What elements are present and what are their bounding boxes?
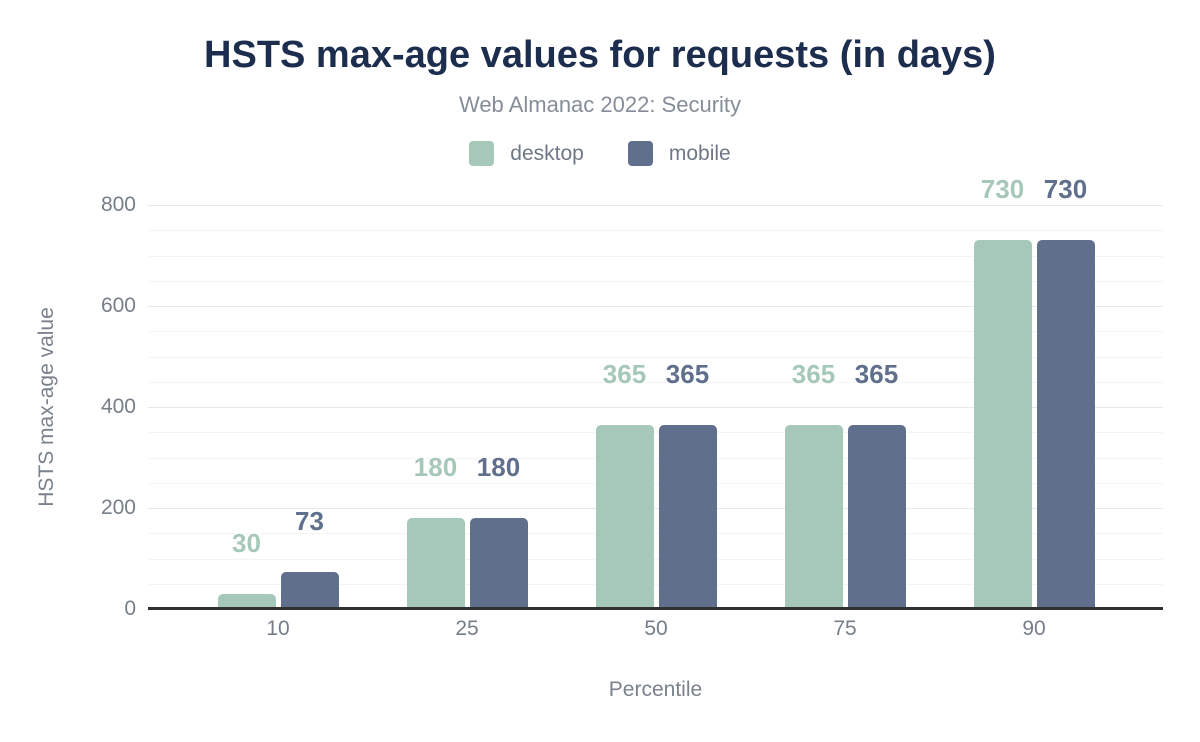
- value-label-desktop-p25: 180: [413, 452, 458, 483]
- value-label-mobile-p10: 73: [295, 506, 324, 537]
- x-axis-title: Percentile: [608, 678, 703, 701]
- minor-gridline: [148, 357, 1163, 358]
- legend-label-desktop: desktop: [510, 141, 584, 165]
- y-axis-tick-label: 0: [124, 597, 136, 620]
- y-axis-tick-label: 200: [100, 496, 136, 519]
- x-axis-tick-label: 25: [455, 617, 479, 640]
- bar-mobile-p25[interactable]: [469, 518, 528, 609]
- minor-gridline: [148, 382, 1163, 383]
- major-gridline: [148, 508, 1163, 509]
- y-axis-tick-label: 800: [100, 193, 136, 216]
- value-label-mobile-p90: 730: [1043, 174, 1088, 205]
- legend-item-desktop[interactable]: desktop: [469, 141, 584, 166]
- major-gridline: [148, 205, 1163, 206]
- bar-desktop-p75[interactable]: [784, 424, 843, 609]
- bar-desktop-p10[interactable]: [217, 593, 276, 609]
- bar-mobile-p90[interactable]: [1036, 240, 1095, 609]
- value-label-desktop-p90: 730: [980, 174, 1025, 205]
- minor-gridline: [148, 533, 1163, 534]
- y-axis-tick-label: 400: [100, 395, 136, 418]
- value-label-mobile-p25: 180: [476, 452, 521, 483]
- minor-gridline: [148, 281, 1163, 282]
- desktop-series-swatch-icon: [469, 141, 495, 166]
- bar-desktop-p25[interactable]: [406, 518, 465, 609]
- y-axis-tick-label: 600: [100, 294, 136, 317]
- bar-desktop-p50[interactable]: [595, 424, 654, 609]
- minor-gridline: [148, 331, 1163, 332]
- minor-gridline: [148, 483, 1163, 484]
- minor-gridline: [148, 230, 1163, 231]
- minor-gridline: [148, 256, 1163, 257]
- x-axis-line: [148, 607, 1163, 610]
- bar-mobile-p10[interactable]: [280, 572, 339, 609]
- legend-label-mobile: mobile: [668, 141, 731, 165]
- value-label-mobile-p75: 365: [854, 358, 899, 389]
- bar-mobile-p50[interactable]: [658, 424, 717, 609]
- value-label-mobile-p50: 365: [665, 358, 710, 389]
- minor-gridline: [148, 432, 1163, 433]
- mobile-series-swatch-icon: [627, 141, 653, 166]
- major-gridline: [148, 407, 1163, 408]
- chart-title: HSTS max-age values for requests (in day…: [204, 34, 996, 76]
- legend: desktop mobile: [0, 141, 1200, 166]
- major-gridline: [148, 306, 1163, 307]
- value-label-desktop-p50: 365: [602, 358, 647, 389]
- x-axis-tick-label: 50: [644, 617, 668, 640]
- chart-subtitle: Web Almanac 2022: Security: [458, 92, 742, 117]
- minor-gridline: [148, 559, 1163, 560]
- legend-item-mobile[interactable]: mobile: [627, 141, 731, 166]
- y-axis-title: HSTS max-age value: [35, 307, 58, 507]
- x-axis-tick-label: 75: [833, 617, 857, 640]
- bar-mobile-p75[interactable]: [847, 424, 906, 609]
- value-label-desktop-p75: 365: [791, 358, 836, 389]
- minor-gridline: [148, 584, 1163, 585]
- minor-gridline: [148, 458, 1163, 459]
- x-axis-tick-label: 10: [266, 617, 290, 640]
- x-axis-tick-label: 90: [1022, 617, 1046, 640]
- bar-desktop-p90[interactable]: [973, 240, 1032, 609]
- value-label-desktop-p10: 30: [232, 527, 261, 558]
